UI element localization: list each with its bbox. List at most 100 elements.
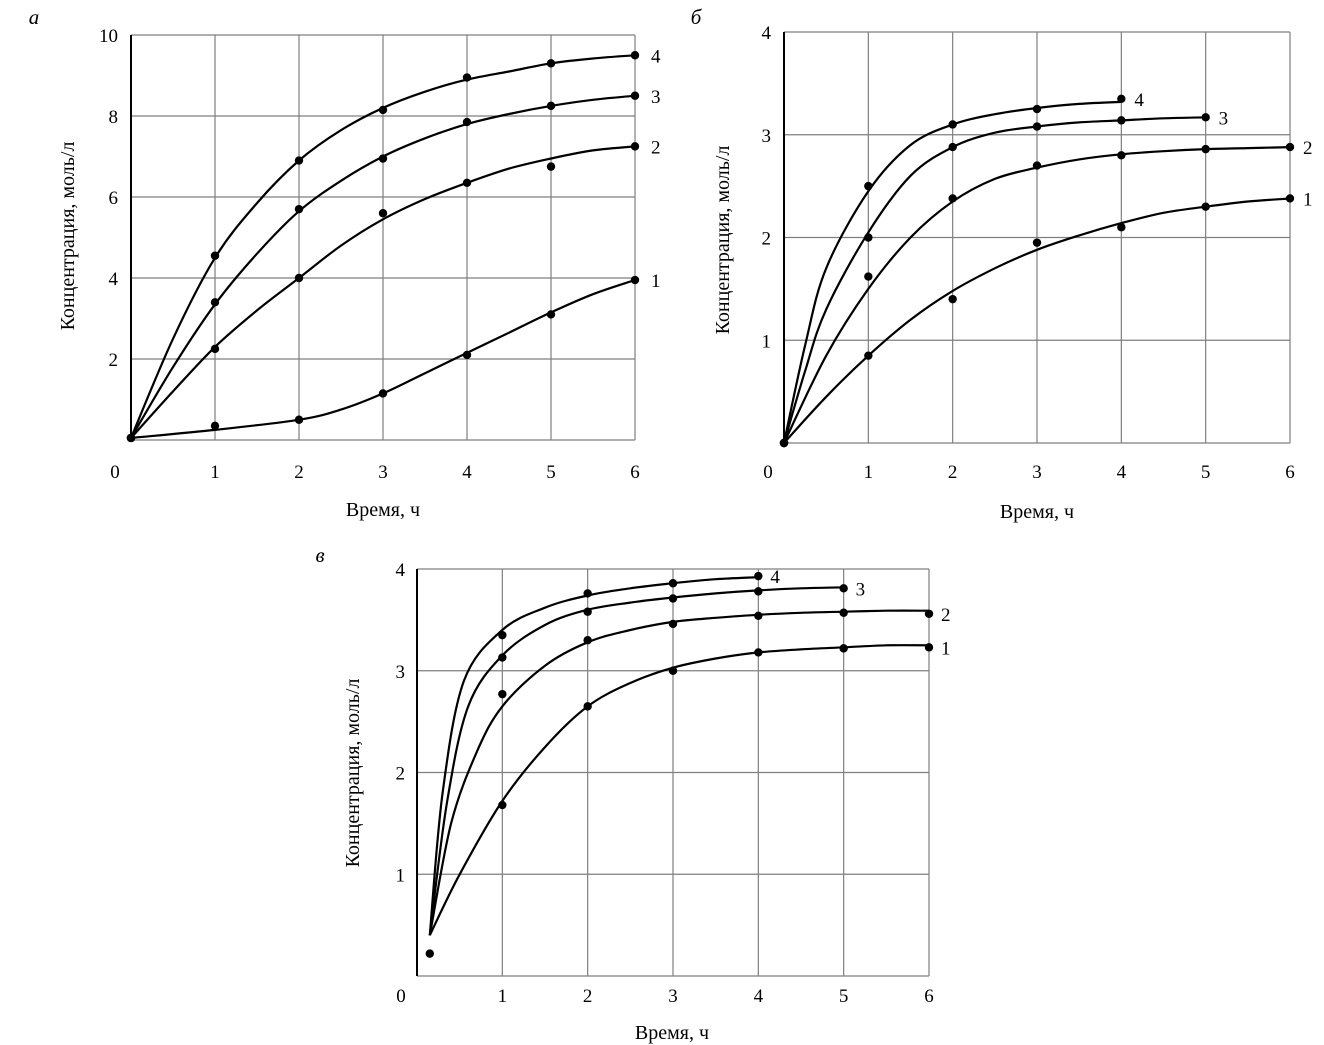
series-1-point-b: [864, 351, 873, 360]
x-tick-label-c: 4: [754, 986, 764, 1007]
x-tick-label-c: 5: [839, 986, 849, 1007]
series-1-point-c: [498, 800, 507, 810]
series-3-point-a: [294, 204, 304, 214]
series-labels-a: 1 2 3 4: [651, 46, 661, 292]
y-tick-label-a: 4: [109, 269, 119, 290]
series-3-point-c: [498, 653, 507, 662]
series-1-point-b: [948, 294, 957, 304]
x-tick-label-b: 2: [948, 462, 958, 483]
x-axis-title-c: Время, ч: [635, 1022, 709, 1044]
series-4-line-b: [782, 100, 1122, 444]
panel-letter-b: б: [691, 5, 703, 29]
series-3-point-a: [630, 91, 640, 100]
y-tick-label-a: 10: [99, 26, 118, 47]
series-3-point-b: [1201, 113, 1210, 122]
tick-labels-a: 0 1 2 3 4 5 6 2 4 6 8 10: [99, 26, 640, 483]
series-2-line-c: [428, 609, 930, 936]
series-2-point-a: [294, 273, 304, 283]
x-tick-label-c: 0: [396, 986, 406, 1007]
series-3-point-b: [1032, 122, 1042, 131]
chart-panel-a: а Концентрация, моль/л Время, ч 0 1 2 3 4 5 6 2…: [29, 5, 661, 521]
series-1-point-a: [294, 415, 304, 424]
y-axis-title-a: Концентрация, моль/л: [57, 142, 79, 331]
series-4-point-a: [126, 433, 136, 443]
series-3-label-c: 3: [856, 579, 866, 600]
y-tick-label-b: 1: [762, 331, 772, 352]
series-1-point-c: [754, 648, 763, 657]
series-3-point-c: [754, 587, 763, 596]
series-1-point-b: [1117, 223, 1126, 232]
markers-b: [779, 94, 1295, 448]
series-4-point-b: [779, 438, 789, 448]
x-tick-label-c: 1: [498, 986, 508, 1007]
y-tick-label-c: 2: [396, 764, 406, 785]
y-tick-label-c: 3: [396, 662, 406, 683]
tick-labels-c: 0 1 2 3 4 5 6 1 2 3 4: [396, 560, 934, 1007]
series-1-point-b: [1032, 238, 1042, 247]
series-3-point-a: [546, 101, 556, 111]
series-4-point-a: [210, 251, 220, 260]
series-1-point-c: [839, 644, 848, 653]
x-tick-label-b: 0: [763, 462, 773, 483]
series-labels-b: 1 2 3 4: [1134, 90, 1312, 211]
series-4-point-a: [546, 59, 556, 68]
series-1-label-b: 1: [1303, 189, 1313, 210]
x-axis-title-a: Время, ч: [346, 499, 420, 521]
panel-letter-a: а: [29, 5, 40, 29]
series-4-point-a: [378, 105, 388, 115]
series-3-label-b: 3: [1219, 108, 1229, 129]
y-axis-title-c: Концентрация, моль/л: [342, 679, 364, 868]
y-tick-label-b: 2: [762, 229, 772, 250]
series-labels-c: 1 2 3 4: [770, 567, 950, 659]
series-2-point-b: [1032, 161, 1042, 170]
series-4-label-a: 4: [651, 46, 661, 67]
x-tick-label-b: 4: [1117, 462, 1127, 483]
series-1-point-a: [546, 310, 556, 319]
x-tick-label-a: 3: [378, 462, 388, 483]
series-1-label-a: 1: [651, 271, 661, 292]
series-3-line-b: [782, 116, 1206, 444]
series-4-point-b: [948, 120, 957, 129]
series-2-point-c: [668, 619, 678, 629]
series-1-point-c: [924, 643, 934, 652]
series-3-point-b: [1117, 116, 1126, 125]
series-1-point-a: [210, 421, 220, 431]
series-2-point-a: [210, 344, 220, 354]
series-4-label-b: 4: [1134, 90, 1144, 111]
series-1-line-a: [130, 278, 636, 440]
series-3-point-b: [864, 233, 873, 242]
series-4-point-b: [1117, 94, 1126, 103]
series-3-point-a: [378, 154, 388, 163]
x-tick-label-a: 0: [110, 462, 120, 483]
series-3-point-b: [948, 142, 957, 152]
x-tick-label-b: 6: [1285, 462, 1295, 483]
series-1-point-a: [630, 275, 640, 285]
chart-panel-b: б Концентрация, моль/л Время, ч 0 1 2 3 4 5 6 1…: [691, 5, 1313, 523]
y-tick-label-c: 4: [396, 560, 406, 581]
series-1-point-c: [668, 666, 678, 675]
x-tick-label-a: 6: [630, 462, 640, 483]
x-tick-label-c: 6: [924, 986, 934, 1007]
series-1-point-a: [378, 389, 388, 398]
series-2-point-c: [924, 609, 934, 618]
series-2-point-b: [1117, 151, 1126, 160]
x-tick-label-a: 1: [210, 462, 220, 483]
series-4-point-a: [462, 73, 472, 82]
series-4-label-c: 4: [770, 567, 780, 588]
grid-a: [130, 34, 636, 441]
series-2-label-b: 2: [1303, 138, 1313, 159]
series-2-point-b: [948, 194, 957, 203]
series-4-point-b: [1032, 104, 1042, 114]
series-1-point-c: [583, 702, 592, 711]
x-axis-title-b: Время, ч: [1000, 501, 1074, 523]
series-4-point-c: [754, 571, 763, 581]
y-tick-label-b: 3: [762, 126, 772, 147]
series-4-point-c: [498, 630, 507, 640]
markers-c: [425, 571, 934, 958]
series-3-point-a: [462, 117, 472, 127]
grid-c: [416, 568, 930, 977]
series-2-point-a: [378, 209, 388, 218]
series-4-point-c: [668, 579, 678, 588]
curves-c: [428, 576, 930, 936]
series-2-point-a: [630, 142, 640, 151]
